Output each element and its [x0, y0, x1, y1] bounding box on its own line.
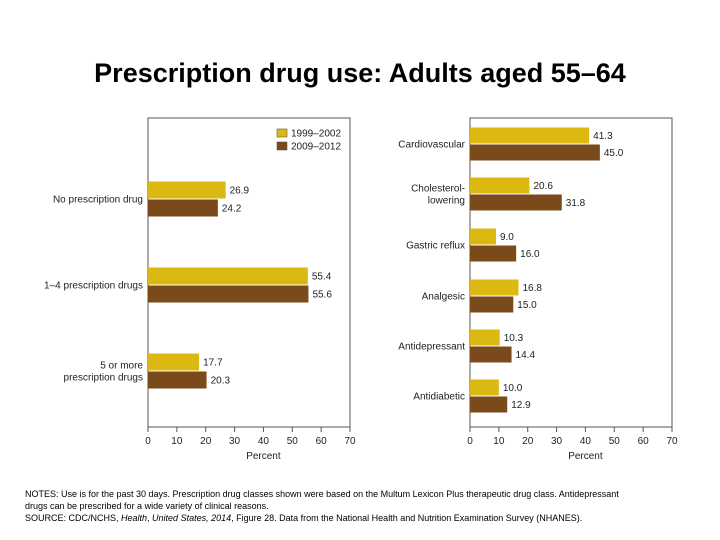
left-bar-2-series-1: [148, 353, 200, 371]
notes-line-2: drugs can be prescribed for a wide varie…: [25, 501, 269, 511]
left-bar-0-series-1: [148, 181, 226, 199]
source-prefix: SOURCE: CDC/NCHS,: [25, 513, 122, 523]
left-category-label-0: No prescription drug: [53, 195, 143, 206]
left-value-label-2-series-2: 20.3: [211, 376, 231, 387]
right-category-label-4: Antidepressant: [398, 342, 465, 353]
notes-line-1: NOTES: Use is for the past 30 days. Pres…: [25, 489, 619, 499]
left-category-label-2: 5 or more prescription drugs: [64, 361, 144, 384]
right-category-label-4-line-1: Antidepressant: [398, 342, 465, 353]
right-panel-frame: [469, 117, 673, 428]
chart-notes: NOTES: Use is for the past 30 days. Pres…: [25, 488, 715, 524]
right-x-tick-label-70: 70: [666, 436, 678, 447]
right-category-label-3-line-1: Analgesic: [422, 292, 465, 303]
left-value-label-0-series-2: 24.2: [222, 204, 242, 215]
left-x-tick-label-0: 0: [145, 436, 151, 447]
right-value-label-1-series-1: 20.6: [533, 181, 553, 192]
right-x-tick-label-30: 30: [551, 436, 563, 447]
left-x-tick-label-30: 30: [229, 436, 241, 447]
left-x-tick-label-40: 40: [258, 436, 270, 447]
right-category-label-0: Cardiovascular: [398, 140, 465, 151]
right-value-label-4-series-1: 10.3: [504, 333, 524, 344]
source-title: Health: [121, 513, 148, 523]
right-bar-2-series-2: [470, 245, 517, 262]
right-x-tick-label-50: 50: [609, 436, 621, 447]
right-category-label-5-line-1: Antidiabetic: [413, 392, 465, 403]
left-category-label-2-line-1: 5 or more: [100, 361, 143, 372]
right-x-tick-label-10: 10: [493, 436, 505, 447]
left-value-label-0-series-1: 26.9: [230, 186, 250, 197]
source-line: SOURCE: CDC/NCHS, Health, United States,…: [25, 512, 715, 524]
right-category-label-1-line-2: lowering: [428, 196, 465, 207]
right-value-label-1-series-2: 31.8: [566, 198, 586, 209]
right-value-label-5-series-1: 10.0: [503, 383, 523, 394]
right-bar-2-series-1: [470, 228, 496, 245]
left-bar-1-series-1: [148, 267, 308, 285]
right-value-label-3-series-2: 15.0: [517, 300, 537, 311]
right-bar-5-series-2: [470, 396, 508, 413]
legend-label-2: 2009–2012: [291, 142, 341, 153]
right-bar-4-series-1: [470, 329, 500, 346]
right-value-label-2-series-1: 9.0: [500, 232, 514, 243]
right-category-label-0-line-1: Cardiovascular: [398, 140, 465, 151]
right-value-label-5-series-2: 12.9: [511, 400, 531, 411]
right-value-label-3-series-1: 16.8: [522, 283, 542, 294]
right-bar-4-series-2: [470, 346, 512, 363]
left-category-label-0-line-1: No prescription drug: [53, 195, 143, 206]
right-category-label-1-line-1: Cholesterol-: [411, 184, 465, 195]
page-title: Prescription drug use: Adults aged 55–64: [94, 58, 626, 88]
left-x-tick-label-10: 10: [171, 436, 183, 447]
right-x-axis-label: Percent: [568, 451, 603, 462]
left-x-tick-label-60: 60: [316, 436, 328, 447]
right-bar-3-series-2: [470, 296, 514, 313]
right-value-label-0-series-2: 45.0: [604, 148, 624, 159]
left-value-label-1-series-2: 55.6: [312, 290, 332, 301]
right-category-label-2: Gastric reflux: [406, 241, 465, 252]
right-bar-0-series-2: [470, 144, 600, 161]
right-category-label-3: Analgesic: [422, 292, 465, 303]
right-bar-0-series-1: [470, 127, 590, 144]
left-category-label-1-line-1: 1–4 prescription drugs: [44, 281, 143, 292]
source-report: United States, 2014: [152, 513, 232, 523]
left-value-label-2-series-1: 17.7: [203, 358, 223, 369]
left-value-label-1-series-1: 55.4: [312, 272, 332, 283]
left-category-label-1: 1–4 prescription drugs: [44, 281, 143, 292]
left-bar-2-series-2: [148, 371, 207, 389]
right-category-label-5: Antidiabetic: [413, 392, 465, 403]
right-category-label-1: Cholesterol-lowering: [411, 184, 465, 207]
left-x-tick-label-20: 20: [200, 436, 212, 447]
left-x-tick-label-50: 50: [287, 436, 299, 447]
right-bar-5-series-1: [470, 379, 499, 396]
left-bar-0-series-2: [148, 199, 218, 217]
left-category-label-2-line-2: prescription drugs: [64, 373, 143, 384]
right-x-tick-label-20: 20: [522, 436, 534, 447]
right-value-label-0-series-1: 41.3: [593, 131, 613, 142]
left-x-axis-label: Percent: [246, 451, 281, 462]
right-value-label-2-series-2: 16.0: [520, 249, 540, 260]
right-bar-3-series-1: [470, 279, 519, 296]
right-x-tick-label-40: 40: [580, 436, 592, 447]
left-x-tick-label-70: 70: [344, 436, 356, 447]
legend-label-1: 1999–2002: [291, 129, 341, 140]
right-bar-1-series-1: [470, 177, 530, 194]
right-value-label-4-series-2: 14.4: [516, 350, 536, 361]
source-suffix: , Figure 28. Data from the National Heal…: [231, 513, 583, 523]
source-comma: ,: [147, 513, 153, 523]
legend-swatch-2: [276, 141, 288, 151]
left-bar-1-series-2: [148, 285, 309, 303]
right-bar-1-series-2: [470, 194, 562, 211]
right-x-tick-label-0: 0: [467, 436, 473, 447]
right-x-tick-label-60: 60: [638, 436, 650, 447]
right-category-label-2-line-1: Gastric reflux: [406, 241, 465, 252]
legend-swatch-1: [276, 128, 288, 138]
